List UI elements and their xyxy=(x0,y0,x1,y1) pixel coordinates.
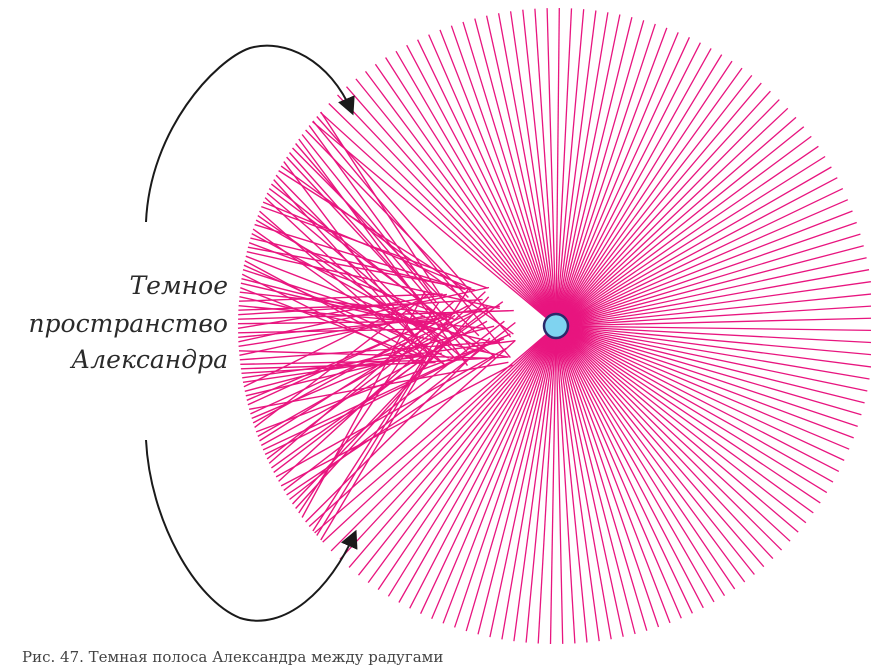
inner-ray xyxy=(276,348,506,477)
outer-ray xyxy=(556,326,798,532)
outer-ray xyxy=(556,200,848,326)
outer-ray xyxy=(556,326,681,618)
outer-ray xyxy=(556,326,773,559)
outer-ray xyxy=(556,326,599,641)
outer-ray xyxy=(410,326,556,608)
outer-ray xyxy=(386,58,556,327)
label-line-1: Темное xyxy=(129,271,228,300)
outer-ray xyxy=(514,326,556,641)
outer-ray xyxy=(556,326,867,391)
outer-ray xyxy=(338,95,557,326)
outer-ray xyxy=(556,108,788,326)
outer-ray xyxy=(556,326,827,493)
sun-dot xyxy=(544,314,568,338)
figure-caption: Рис. 47. Темная полоса Александра между … xyxy=(22,648,443,666)
label-line-3: Александра xyxy=(69,345,228,374)
outer-ray xyxy=(556,55,722,326)
outer-ray xyxy=(556,146,818,326)
lower-arrow xyxy=(146,440,355,621)
outer-ray xyxy=(556,157,825,327)
outer-ray xyxy=(407,45,556,326)
outer-ray xyxy=(359,326,557,575)
outer-ray xyxy=(440,30,556,326)
outer-ray xyxy=(432,326,556,619)
outer-ray xyxy=(556,91,770,326)
outer-ray xyxy=(556,326,820,503)
outer-ray xyxy=(556,83,761,326)
outer-ray xyxy=(556,326,790,541)
label-line-2: пространство xyxy=(28,309,228,338)
outer-ray xyxy=(556,178,837,326)
outer-ray xyxy=(490,326,556,637)
outer-ray xyxy=(556,61,732,326)
outer-ray xyxy=(556,326,735,589)
dark-band-label: Темное пространство Александра xyxy=(28,271,228,374)
outer-ray xyxy=(556,326,725,596)
